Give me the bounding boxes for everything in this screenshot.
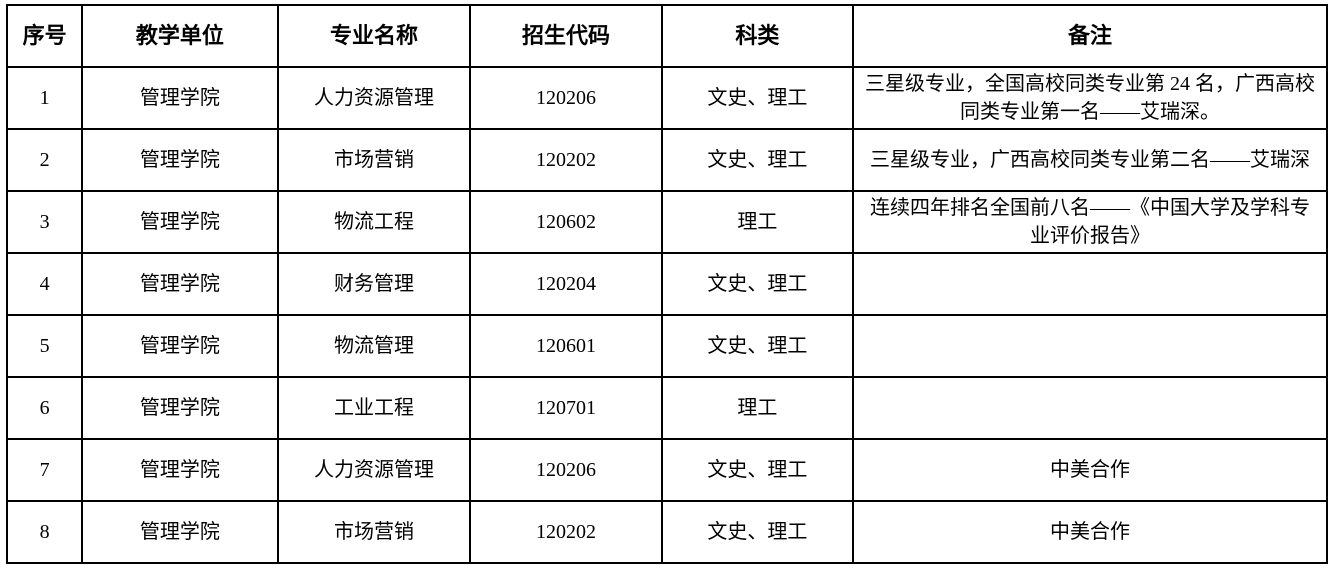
column-header-remarks: 备注 [852,4,1328,68]
table-row: 7 管理学院 人力资源管理 120206 文史、理工 中美合作 [5,438,1328,502]
cell-teaching-unit: 管理学院 [81,190,279,254]
cell-major-name: 市场营销 [276,128,472,192]
cell-major-name: 物流管理 [276,314,472,378]
column-header-major-name: 专业名称 [276,4,472,68]
cell-teaching-unit: 管理学院 [81,314,279,378]
cell-major-name: 人力资源管理 [276,66,472,130]
column-header-subject-category: 科类 [660,4,855,68]
cell-index: 2 [5,128,84,192]
cell-index: 6 [5,376,84,440]
cell-major-name: 财务管理 [276,252,472,316]
cell-admission-code: 120204 [469,252,663,316]
cell-teaching-unit: 管理学院 [81,376,279,440]
cell-admission-code: 120202 [469,128,663,192]
column-header-admission-code: 招生代码 [469,4,663,68]
table-row: 6 管理学院 工业工程 120701 理工 [5,376,1328,440]
cell-major-name: 市场营销 [276,500,472,564]
cell-index: 4 [5,252,84,316]
table-row: 2 管理学院 市场营销 120202 文史、理工 三星级专业，广西高校同类专业第二名——艾… [5,128,1328,192]
table-row: 1 管理学院 人力资源管理 120206 文史、理工 三星级专业，全国高校同类专业第 24… [5,66,1328,130]
header-row: 序号 教学单位 专业名称 招生代码 科类 备注 [5,4,1328,68]
cell-admission-code: 120202 [469,500,663,564]
cell-major-name: 人力资源管理 [276,438,472,502]
cell-major-name: 工业工程 [276,376,472,440]
cell-subject-category: 文史、理工 [660,500,855,564]
cell-index: 7 [5,438,84,502]
table-row: 3 管理学院 物流工程 120602 理工 连续四年排名全国前八名——《中国大学及学科专业… [5,190,1328,254]
column-header-teaching-unit: 教学单位 [81,4,279,68]
cell-admission-code: 120602 [469,190,663,254]
table-body: 1 管理学院 人力资源管理 120206 文史、理工 三星级专业，全国高校同类专业第 24… [5,66,1328,564]
cell-teaching-unit: 管理学院 [81,252,279,316]
cell-subject-category: 文史、理工 [660,66,855,130]
cell-subject-category: 文史、理工 [660,314,855,378]
cell-remarks: 三星级专业，全国高校同类专业第 24 名，广西高校同类专业第一名——艾瑞深。 [852,66,1328,130]
cell-teaching-unit: 管理学院 [81,500,279,564]
cell-teaching-unit: 管理学院 [81,66,279,130]
cell-index: 8 [5,500,84,564]
cell-remarks [852,252,1328,316]
table-row: 8 管理学院 市场营销 120202 文史、理工 中美合作 [5,500,1328,564]
cell-remarks: 中美合作 [852,438,1328,502]
table-row: 5 管理学院 物流管理 120601 文史、理工 [5,314,1328,378]
cell-remarks: 中美合作 [852,500,1328,564]
cell-index: 3 [5,190,84,254]
admissions-table: 序号 教学单位 专业名称 招生代码 科类 备注 1 管理学院 人力资源管理 12020… [5,4,1328,564]
cell-subject-category: 文史、理工 [660,438,855,502]
cell-remarks: 三星级专业，广西高校同类专业第二名——艾瑞深 [852,128,1328,192]
cell-teaching-unit: 管理学院 [81,438,279,502]
cell-admission-code: 120206 [469,438,663,502]
cell-subject-category: 理工 [660,190,855,254]
cell-index: 1 [5,66,84,130]
column-header-index: 序号 [5,4,84,68]
table-row: 4 管理学院 财务管理 120204 文史、理工 [5,252,1328,316]
cell-index: 5 [5,314,84,378]
cell-remarks [852,376,1328,440]
cell-admission-code: 120206 [469,66,663,130]
cell-remarks [852,314,1328,378]
cell-subject-category: 文史、理工 [660,128,855,192]
cell-teaching-unit: 管理学院 [81,128,279,192]
cell-subject-category: 理工 [660,376,855,440]
cell-subject-category: 文史、理工 [660,252,855,316]
cell-remarks: 连续四年排名全国前八名——《中国大学及学科专业评价报告》 [852,190,1328,254]
cell-admission-code: 120601 [469,314,663,378]
cell-major-name: 物流工程 [276,190,472,254]
cell-admission-code: 120701 [469,376,663,440]
